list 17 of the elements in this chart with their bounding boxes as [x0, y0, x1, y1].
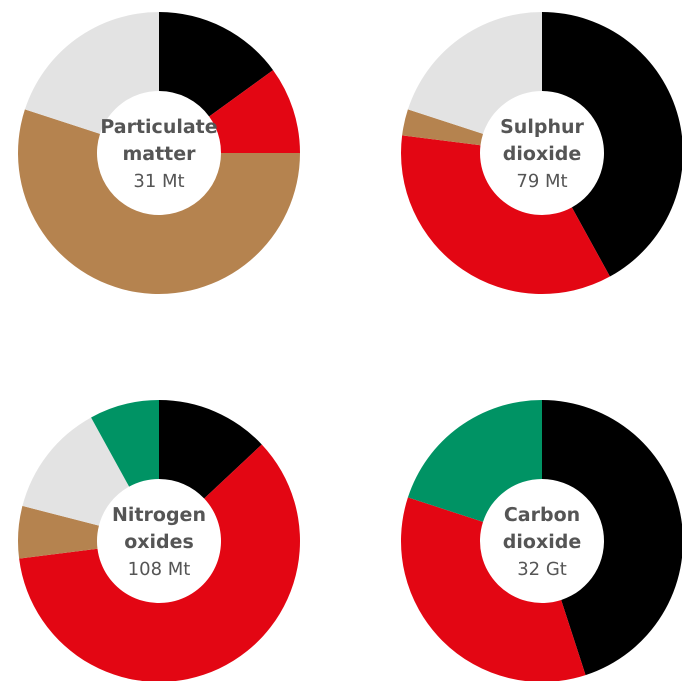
donut-slice — [19, 444, 300, 681]
text: 108 Mt — [128, 559, 190, 580]
donut-slice — [159, 12, 274, 117]
donut-slice — [401, 497, 586, 681]
donut-slice — [18, 109, 300, 294]
text: Nitrogen oxides — [112, 504, 206, 553]
donut-slice — [18, 506, 99, 559]
text: 31 Mt — [133, 171, 185, 192]
text: 32 Gt — [517, 559, 567, 580]
text: 79 Mt — [516, 171, 568, 192]
text: Carbon dioxide — [502, 504, 582, 553]
text: Sulphur dioxide — [500, 116, 584, 165]
donut-slice — [159, 400, 262, 499]
donut-slice — [91, 400, 159, 487]
donut-slice — [401, 135, 610, 294]
text: Particulate matter — [100, 116, 218, 165]
donut-slice — [402, 109, 484, 146]
